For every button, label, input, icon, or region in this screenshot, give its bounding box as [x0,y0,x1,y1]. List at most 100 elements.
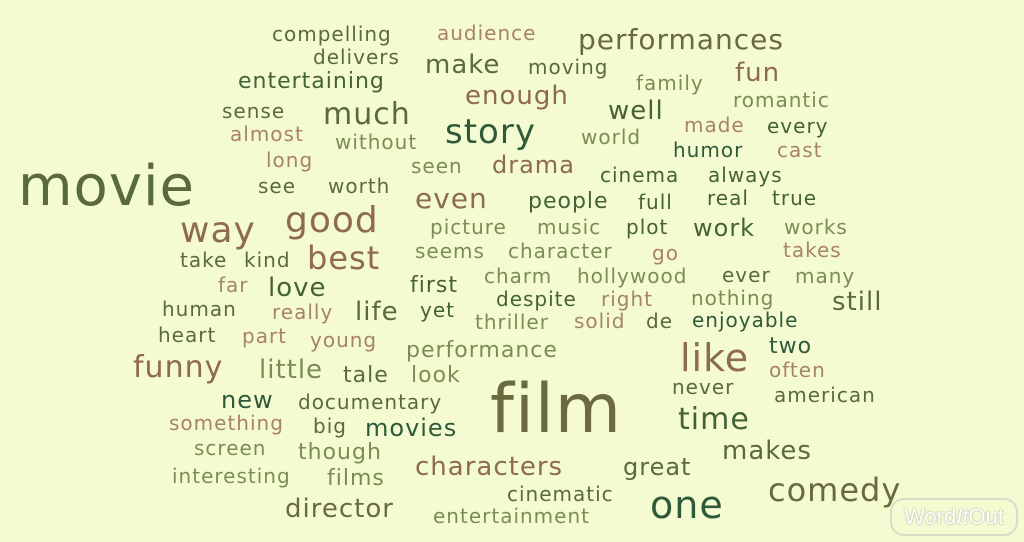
word-humor: humor [673,138,744,162]
word-cast: cast [777,138,823,162]
word-still: still [832,287,883,317]
word-young: young [310,328,378,352]
word-far: far [218,273,249,297]
word-like: like [680,336,750,380]
word-comedy: comedy [768,471,902,509]
word-director: director [285,494,394,524]
word-seen: seen [411,154,463,178]
word-go: go [652,241,679,265]
word-romantic: romantic [733,88,830,112]
logo-out: Out [968,504,1004,529]
word-entertainment: entertainment [433,504,590,528]
word-audience: audience [437,21,537,45]
word-character: character [508,239,613,263]
logo-it: It [956,504,969,529]
word-tale: tale [343,363,389,388]
word-documentary: documentary [298,390,443,414]
word-sense: sense [222,99,286,123]
word-makes: makes [722,436,812,466]
word-plot: plot [626,215,669,239]
word-always: always [708,163,783,187]
word-many: many [795,264,856,288]
word-story: story [445,112,536,152]
word-though: though [298,440,382,465]
word-made: made [684,113,745,137]
word-entertaining: entertaining [238,69,385,94]
word-cinema: cinema [600,163,680,187]
word-family: family [636,71,704,95]
word-real: real [707,186,749,210]
word-drama: drama [492,151,575,179]
word-great: great [623,453,692,481]
word-heart: heart [158,323,217,347]
word-without: without [335,130,418,154]
word-films: films [327,466,385,491]
word-cinematic: cinematic [507,482,614,506]
word-new: new [221,386,274,414]
word-charm: charm [484,264,553,288]
word-first: first [410,273,458,298]
word-music: music [537,215,602,239]
word-hollywood: hollywood [577,264,688,288]
word-way: way [180,210,256,251]
word-two: two [769,334,813,359]
word-performances: performances [578,23,784,56]
word-nothing: nothing [691,286,775,310]
word-world: world [581,125,642,149]
word-thriller: thriller [475,310,549,334]
word-funny: funny [133,350,224,385]
word-american: american [774,383,876,407]
logo-word: Word [904,504,957,529]
word-see: see [258,174,297,198]
word-even: even [415,182,488,215]
word-despite: despite [496,287,577,311]
word-fun: fun [735,58,781,88]
word-true: true [772,186,818,210]
wordclouds-logo: Word It Out [890,498,1018,536]
word-time: time [678,402,750,437]
word-every: every [767,114,829,138]
word-almost: almost [230,122,304,146]
word-work: work [693,214,756,242]
word-screen: screen [194,436,267,460]
word-film: film [490,370,622,449]
word-good: good [285,200,379,241]
word-movies: movies [365,414,458,442]
word-something: something [169,411,284,435]
word-look: look [411,363,461,388]
word-love: love [268,273,327,303]
word-make: make [425,50,501,80]
word-one: one [650,483,724,527]
word-works: works [784,215,848,239]
word-compelling: compelling [272,22,392,46]
word-takes: takes [783,238,842,262]
word-de: de [646,309,673,333]
word-part: part [242,324,288,348]
word-seems: seems [415,239,485,263]
word-really: really [272,300,334,324]
word-take: take [180,248,228,272]
word-solid: solid [574,309,626,333]
word-right: right [601,287,653,311]
word-best: best [307,239,381,277]
word-moving: moving [528,55,609,79]
word-often: often [769,358,826,382]
word-yet: yet [420,298,455,322]
word-worth: worth [328,174,391,198]
word-life: life [355,297,399,327]
word-kind: kind [244,248,291,272]
word-delivers: delivers [313,45,400,69]
word-enough: enough [465,81,569,111]
word-full: full [638,190,673,214]
word-movie: movie [18,154,195,219]
word-picture: picture [430,215,507,239]
word-human: human [162,297,237,321]
word-big: big [313,414,347,438]
word-much: much [323,97,411,132]
word-little: little [259,355,324,385]
word-performance: performance [406,338,558,363]
word-characters: characters [415,452,564,482]
word-well: well [608,96,664,126]
word-never: never [672,375,735,399]
